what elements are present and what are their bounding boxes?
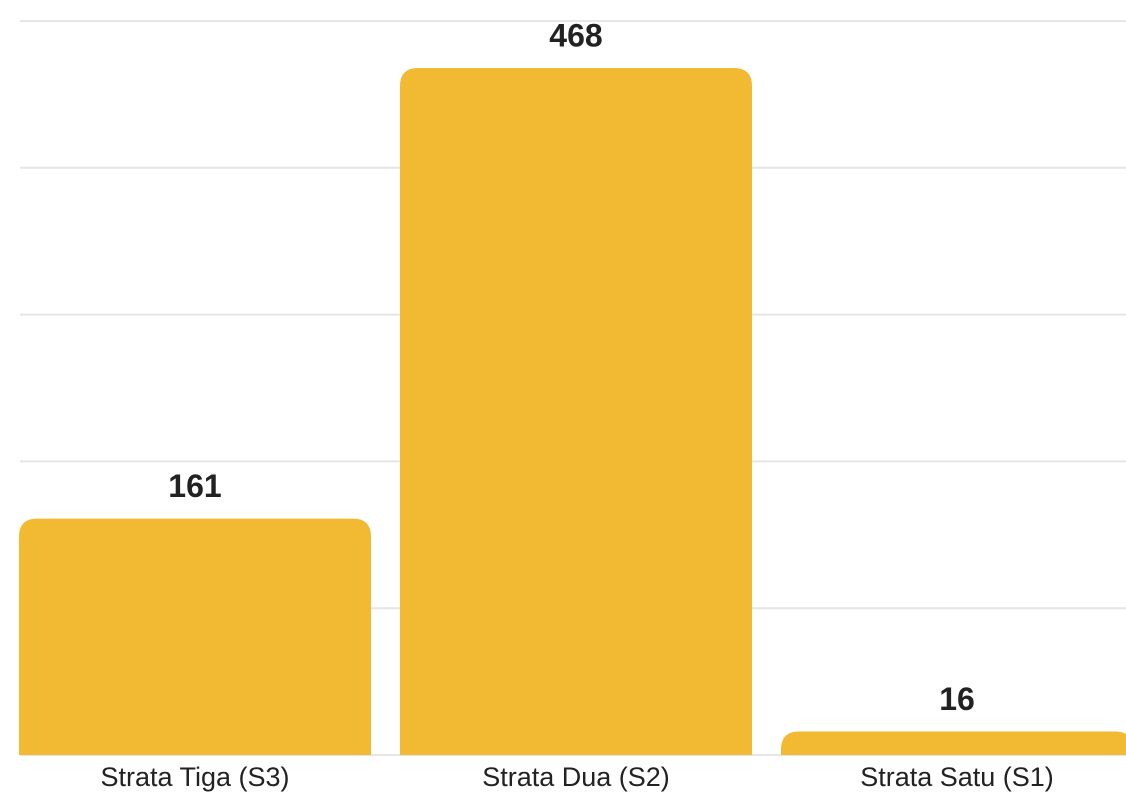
bar <box>400 67 752 755</box>
x-tick-label: Strata Tiga (S3) <box>100 762 289 792</box>
x-tick-label: Strata Satu (S1) <box>860 762 1054 792</box>
bar <box>781 731 1126 755</box>
value-label: 468 <box>549 17 602 53</box>
value-label: 16 <box>939 681 975 717</box>
value-label: 161 <box>168 468 221 504</box>
bar <box>19 518 371 755</box>
x-tick-label: Strata Dua (S2) <box>482 762 670 792</box>
